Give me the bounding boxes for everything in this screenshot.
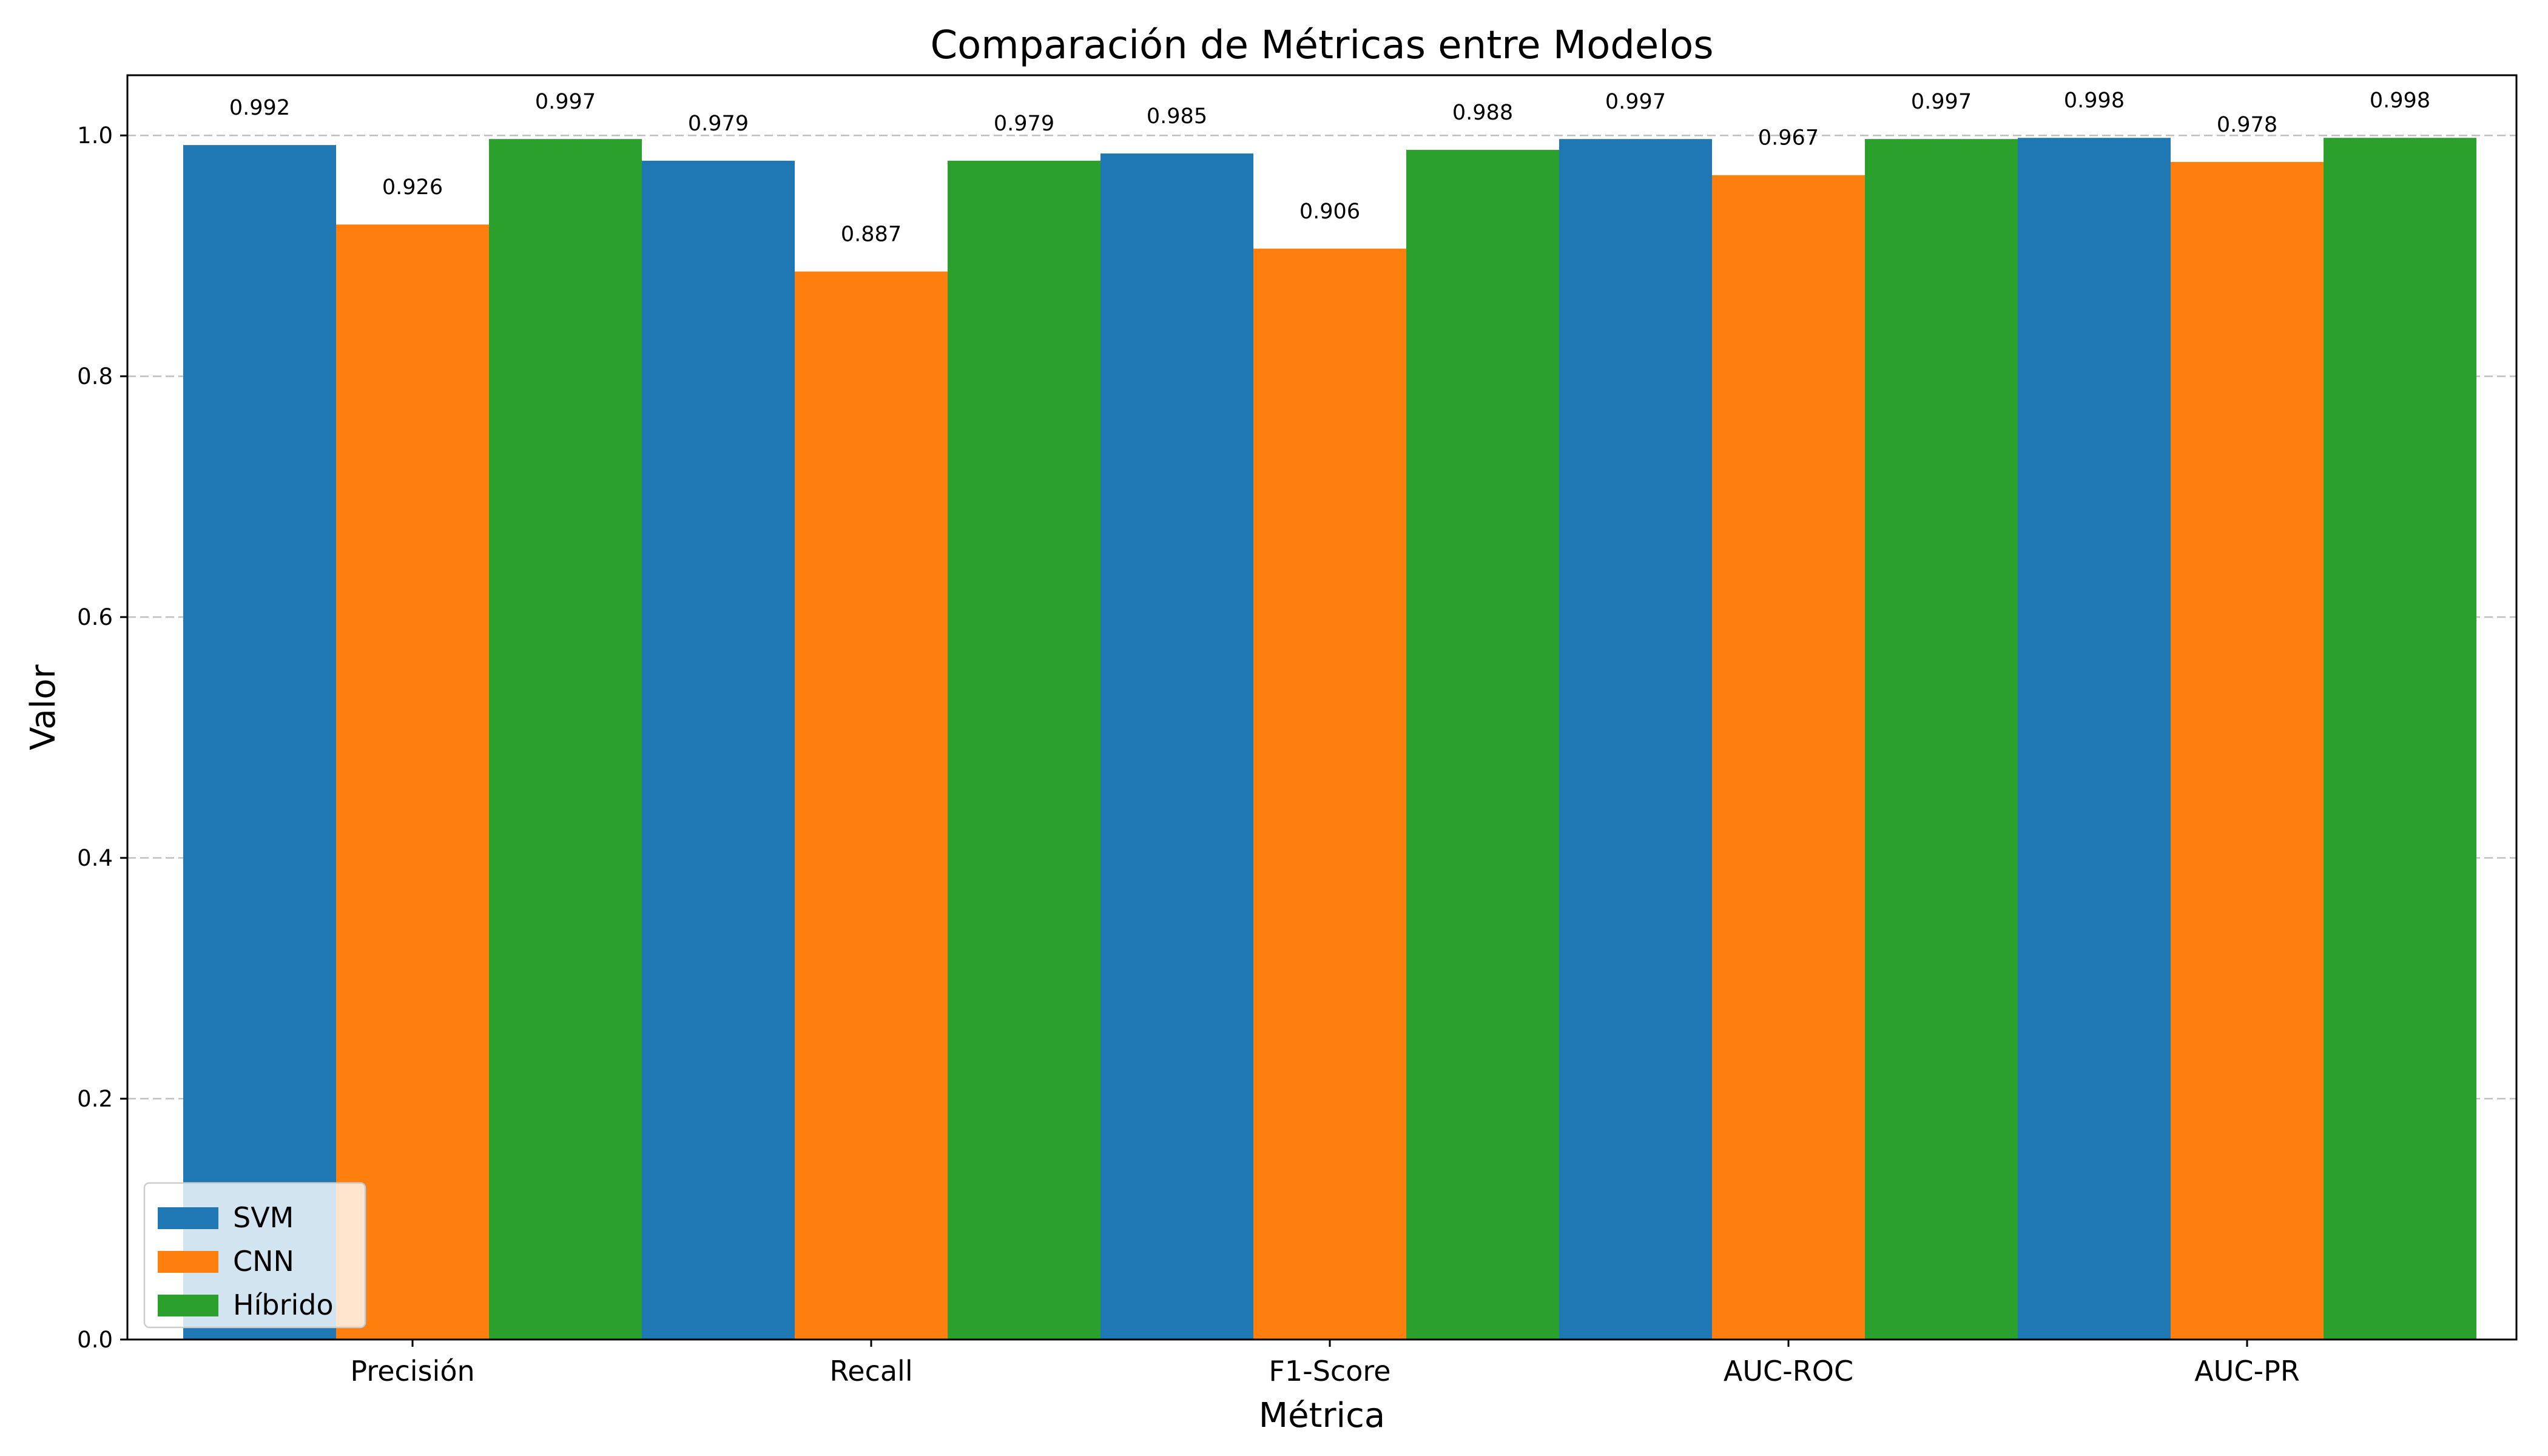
bar-h-brido-4 [2324,138,2476,1340]
legend: SVM CNN Híbrido [143,1182,366,1329]
x-axis-ticks: Precisión Recall F1-Score AUC-ROC AUC-PR [350,1340,2300,1387]
y-tick-label: 0.0 [77,1327,113,1353]
y-tick-label: 0.6 [77,604,113,630]
bar-h-brido-2 [1406,150,1559,1340]
bar-h-brido-0 [489,139,642,1340]
bar-cnn-4 [2171,161,2324,1340]
bar-cnn-1 [795,271,948,1340]
bar-h-brido-1 [948,160,1100,1340]
bar-svm-0 [183,145,336,1340]
data-label: 0.906 [1299,200,1360,224]
data-label: 0.978 [2217,113,2277,137]
x-tick-label: F1-Score [1269,1355,1390,1387]
bar-cnn-2 [1253,248,1406,1340]
bar-svm-2 [1100,153,1253,1340]
data-label: 0.887 [841,223,902,247]
bar-cnn-3 [1712,175,1865,1340]
data-label: 0.997 [1605,90,1666,114]
x-tick-label: AUC-PR [2194,1355,2300,1387]
data-label: 0.992 [229,96,290,120]
bar-cnn-0 [336,224,489,1340]
x-tick-label: Precisión [350,1355,474,1387]
legend-swatch [158,1295,218,1316]
x-tick-label: Recall [829,1355,912,1387]
y-axis-title: Valor [24,664,63,750]
data-label: 0.988 [1452,101,1513,125]
bar-h-brido-3 [1865,139,2018,1340]
data-label: 0.997 [535,90,596,114]
y-tick-label: 0.4 [77,845,113,871]
legend-label: Híbrido [233,1289,334,1321]
x-tick-label: AUC-ROC [1724,1355,1853,1387]
data-label: 0.967 [1758,126,1819,150]
legend-swatch [158,1207,218,1229]
data-labels: 0.992 0.926 0.997 0.979 0.887 0.979 0.985 0.906… [229,89,2430,246]
data-label: 0.926 [382,175,443,200]
data-label: 0.979 [994,112,1054,136]
y-tick-label: 1.0 [77,123,113,149]
legend-label: SVM [233,1201,294,1234]
legend-label: CNN [233,1245,294,1278]
bars [183,138,2476,1340]
bar-svm-3 [1559,139,1712,1340]
data-label: 0.985 [1147,104,1207,129]
y-tick-label: 0.2 [77,1086,113,1112]
data-label: 0.979 [688,112,749,136]
x-axis-title: Métrica [1259,1396,1385,1435]
y-tick-label: 0.8 [77,363,113,389]
legend-swatch [158,1251,218,1273]
chart-title: Comparación de Métricas entre Modelos [930,23,1713,68]
data-label: 0.998 [2064,89,2125,113]
data-label: 0.998 [2370,89,2430,113]
data-label: 0.997 [1911,90,1972,114]
bar-svm-1 [642,160,795,1340]
plot-frame [126,74,2518,1341]
bar-svm-4 [2018,138,2171,1340]
y-axis-ticks: 0.0 0.2 0.4 0.6 0.8 1.0 [77,123,127,1353]
